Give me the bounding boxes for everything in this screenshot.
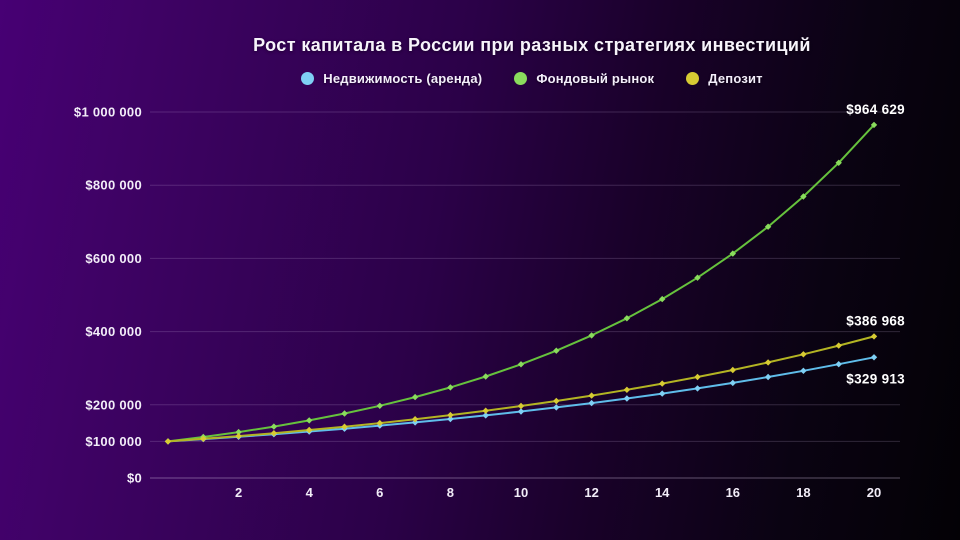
series-marker-stock-market	[411, 393, 419, 401]
series-marker-deposit	[306, 426, 313, 434]
series-marker-deposit	[200, 435, 207, 442]
series-marker-stock-market	[835, 159, 842, 166]
x-tick-label: 6	[376, 485, 383, 500]
series-marker-deposit	[411, 416, 419, 423]
series-marker-real-estate	[588, 399, 595, 407]
chart-header: Рост капитала в России при разных страте…	[104, 0, 960, 86]
y-tick-label: $200 000	[85, 397, 142, 412]
series-marker-stock-market	[447, 384, 454, 391]
legend-dot-stock-market-icon	[514, 72, 528, 85]
series-marker-deposit	[376, 419, 383, 427]
x-tick-label: 20	[867, 485, 881, 500]
series-marker-real-estate	[447, 415, 454, 423]
series-marker-stock-market	[306, 417, 313, 424]
series-marker-real-estate	[517, 408, 525, 415]
legend-dot-deposit-icon	[686, 72, 700, 85]
legend-dot-real-estate-icon	[301, 72, 315, 85]
series-marker-stock-market	[870, 121, 878, 129]
series-marker-stock-market	[341, 410, 348, 417]
series-marker-deposit	[341, 423, 348, 430]
series-marker-stock-market	[623, 315, 631, 322]
series-marker-deposit	[870, 333, 878, 340]
series-marker-deposit	[764, 359, 772, 366]
series-marker-stock-market	[729, 250, 736, 257]
series-end-label-real-estate: $329 913	[846, 371, 905, 386]
series-end-label-stock-market: $964 629	[846, 102, 905, 117]
legend-item-real-estate[interactable]: Недвижимость (аренда)	[301, 71, 482, 86]
series-marker-deposit	[553, 397, 560, 405]
series-marker-stock-market	[764, 223, 772, 230]
series-marker-deposit	[729, 366, 736, 374]
series-marker-real-estate	[870, 354, 878, 361]
legend-label-stock-market: Фондовый рынок	[536, 71, 655, 86]
y-tick-label: $100 000	[85, 434, 142, 449]
y-tick-label: $0	[127, 471, 142, 486]
series-marker-real-estate	[659, 390, 666, 397]
series-marker-stock-market	[482, 373, 489, 380]
series-marker-stock-market	[235, 428, 242, 436]
legend-label-real-estate: Недвижимость (аренда)	[323, 71, 483, 86]
y-tick-label: $800 000	[85, 178, 142, 193]
x-tick-label: 2	[235, 485, 242, 500]
series-marker-deposit	[235, 432, 242, 440]
series-marker-deposit	[800, 351, 807, 358]
series-marker-deposit	[659, 380, 666, 387]
series-marker-stock-market	[270, 423, 278, 430]
series-marker-deposit	[694, 373, 701, 381]
series-marker-deposit	[164, 438, 172, 445]
x-tick-label: 16	[726, 485, 740, 500]
series-marker-deposit	[588, 392, 595, 399]
series-marker-stock-market	[553, 347, 560, 354]
series-marker-real-estate	[835, 361, 842, 368]
x-tick-label: 14	[655, 485, 670, 500]
x-tick-label: 4	[306, 485, 314, 500]
series-marker-real-estate	[553, 404, 560, 411]
series-marker-deposit	[835, 342, 842, 349]
chart-title: Рост капитала в России при разных страте…	[253, 35, 811, 55]
y-tick-label: $400 000	[85, 324, 142, 339]
series-marker-stock-market	[800, 193, 807, 200]
series-marker-stock-market	[659, 295, 666, 303]
x-tick-label: 12	[584, 485, 598, 500]
chart-legend: Недвижимость (аренда) Фондовый рынок Деп…	[104, 71, 960, 86]
series-marker-real-estate	[694, 385, 701, 392]
x-tick-label: 10	[514, 485, 528, 500]
series-marker-real-estate	[764, 373, 772, 381]
x-tick-label: 8	[447, 485, 454, 500]
series-marker-real-estate	[729, 379, 736, 387]
series-marker-real-estate	[800, 367, 807, 374]
series-marker-deposit	[270, 430, 278, 437]
series-marker-deposit	[623, 386, 631, 393]
series-marker-stock-market	[694, 274, 701, 281]
series-marker-real-estate	[623, 395, 631, 402]
series-marker-stock-market	[517, 361, 525, 368]
series-marker-stock-market	[376, 402, 383, 409]
series-marker-deposit	[517, 402, 525, 410]
series-marker-deposit	[482, 407, 489, 414]
legend-item-stock-market[interactable]: Фондовый рынок	[514, 71, 654, 86]
y-tick-label: $1 000 000	[74, 105, 142, 120]
series-marker-real-estate	[482, 412, 489, 419]
series-line-stock-market	[167, 123, 875, 443]
legend-item-deposit[interactable]: Депозит	[686, 71, 763, 86]
series-marker-stock-market	[588, 332, 595, 339]
series-marker-deposit	[447, 411, 454, 419]
x-tick-label: 18	[796, 485, 810, 500]
legend-label-deposit: Депозит	[708, 71, 763, 86]
series-end-label-deposit: $386 968	[846, 313, 905, 328]
y-tick-label: $600 000	[85, 251, 142, 266]
